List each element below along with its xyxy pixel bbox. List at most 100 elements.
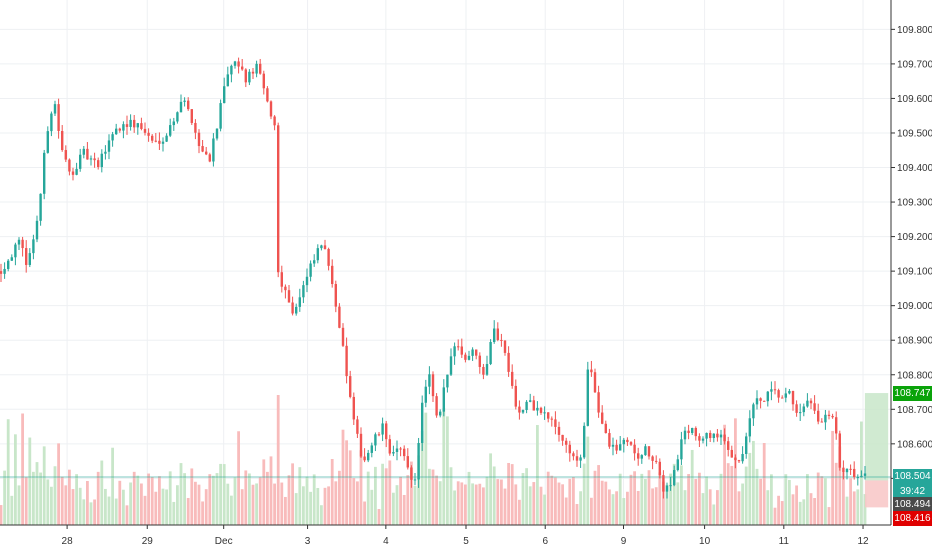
volume-bar — [482, 487, 485, 525]
volume-bar — [186, 497, 190, 525]
volume-bar — [460, 482, 464, 525]
candle — [367, 449, 370, 463]
candle — [298, 288, 301, 312]
volume-bar — [744, 466, 748, 525]
candle — [349, 370, 352, 399]
target-price-label: 108.747 — [893, 385, 932, 401]
candle — [593, 368, 597, 393]
candle — [536, 401, 539, 416]
volume-bar — [388, 460, 392, 525]
volume-bar — [701, 493, 705, 525]
volume-bar — [89, 502, 93, 525]
y-tick-label: 108.800 — [897, 370, 932, 381]
candle — [64, 145, 67, 163]
volume-bar — [770, 474, 773, 525]
volume-bar — [734, 418, 737, 525]
candle — [230, 64, 233, 83]
x-tick-label: 9 — [621, 536, 627, 547]
candle — [777, 388, 780, 403]
volume-bar — [557, 482, 561, 525]
volume-bar — [305, 476, 309, 525]
volume-bar — [294, 493, 298, 525]
volume-bar — [719, 473, 723, 525]
candle — [205, 146, 208, 156]
candle — [813, 395, 816, 415]
candle — [770, 381, 773, 401]
volume-bar — [0, 505, 3, 525]
candle — [831, 413, 834, 419]
candle — [651, 455, 654, 470]
candle — [334, 280, 337, 313]
candle — [554, 411, 557, 435]
volume-bar — [543, 494, 546, 525]
volume-bar — [348, 450, 352, 525]
volume-bar — [172, 501, 176, 525]
volume-bar — [608, 489, 611, 525]
volume-bar — [370, 489, 374, 525]
candle — [723, 428, 726, 445]
volume-bar — [726, 463, 730, 525]
candle — [827, 410, 831, 420]
candle — [428, 366, 431, 395]
candle — [136, 122, 139, 135]
volume-bar — [536, 425, 539, 525]
candle — [525, 400, 528, 414]
volume-bar — [572, 477, 575, 525]
volume-bar — [57, 443, 60, 525]
volume-bar — [244, 470, 248, 525]
candle — [403, 445, 406, 461]
candle — [835, 411, 838, 440]
candle — [637, 447, 640, 466]
volume-bar — [21, 413, 24, 525]
candle — [622, 437, 625, 453]
volume-bar — [46, 479, 50, 525]
candle — [561, 434, 564, 446]
volume-bar — [366, 471, 370, 525]
volume-bar — [669, 473, 672, 525]
volume-bar — [568, 478, 572, 525]
candle — [79, 148, 82, 172]
volume-bar — [413, 486, 417, 525]
volume-bar — [626, 491, 629, 525]
candle — [176, 111, 179, 124]
volume-bar — [147, 473, 150, 525]
candle — [853, 461, 856, 480]
volume-bar — [658, 472, 662, 525]
candle — [824, 409, 827, 430]
candle — [140, 117, 143, 131]
x-tick-label: 11 — [779, 536, 790, 547]
candle — [406, 448, 409, 470]
x-tick-label: 12 — [857, 536, 869, 547]
candle — [748, 410, 751, 443]
candles — [0, 57, 867, 499]
volume-bar — [748, 452, 752, 525]
volume-bar — [773, 507, 777, 525]
candle — [35, 215, 39, 243]
candle — [608, 428, 611, 449]
volume-bar — [392, 492, 395, 525]
volume-bar — [323, 487, 327, 525]
volume-bars — [0, 395, 867, 525]
volume-bar — [122, 489, 125, 525]
candle — [752, 402, 755, 426]
candle — [475, 349, 478, 360]
volume-bar — [518, 499, 521, 525]
countdown-label: 39:42 — [893, 483, 932, 499]
candle — [10, 254, 13, 262]
candle — [518, 400, 521, 420]
candle — [629, 441, 633, 446]
volume-bar — [428, 468, 431, 525]
candle — [755, 390, 759, 410]
volume-bar — [158, 476, 161, 525]
volume-bar — [852, 491, 856, 525]
candle — [158, 132, 161, 151]
volume-bar — [788, 479, 791, 525]
volume-bar — [168, 471, 172, 525]
volume-bar — [53, 466, 57, 525]
volume-bar — [10, 495, 14, 525]
volume-bar — [604, 481, 608, 525]
volume-bar — [384, 468, 388, 525]
volume-bar — [24, 477, 28, 525]
